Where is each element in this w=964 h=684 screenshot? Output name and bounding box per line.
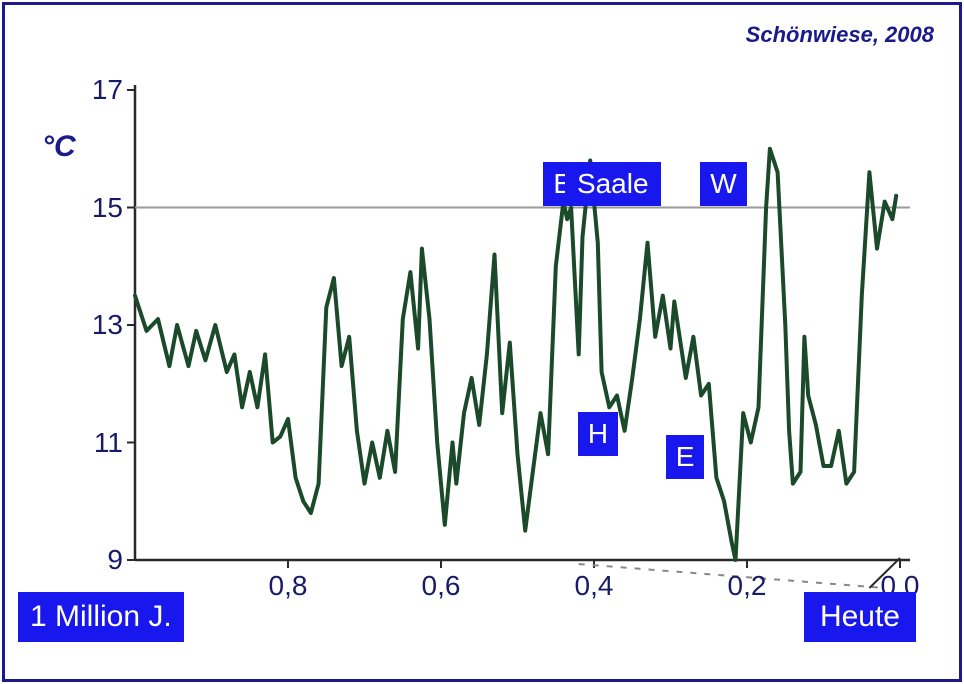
label-left: 1 Million J. [18, 592, 184, 642]
y-tick-label: 11 [83, 427, 123, 459]
label-e2: E [666, 435, 705, 479]
x-tick-label: 0,4 [564, 570, 624, 602]
x-tick-label: 0,6 [411, 570, 471, 602]
y-axis-label: °C [42, 130, 76, 164]
y-tick-label: 13 [83, 309, 123, 341]
y-tick-label: 17 [83, 74, 123, 106]
x-tick-label: 0,8 [258, 570, 318, 602]
citation: Schönwiese, 2008 [746, 22, 934, 48]
y-tick-label: 15 [83, 192, 123, 224]
label-right: Heute [804, 592, 916, 642]
temperature-plot [90, 80, 920, 640]
chart-area: °C 911131517 0,80,60,40,20,0 ESaaleWHE [90, 80, 920, 600]
label-w: W [700, 162, 746, 206]
x-tick-label: 0,2 [717, 570, 777, 602]
label-h: H [578, 412, 618, 456]
label-saale: Saale [565, 162, 661, 206]
y-tick-label: 9 [83, 544, 123, 576]
